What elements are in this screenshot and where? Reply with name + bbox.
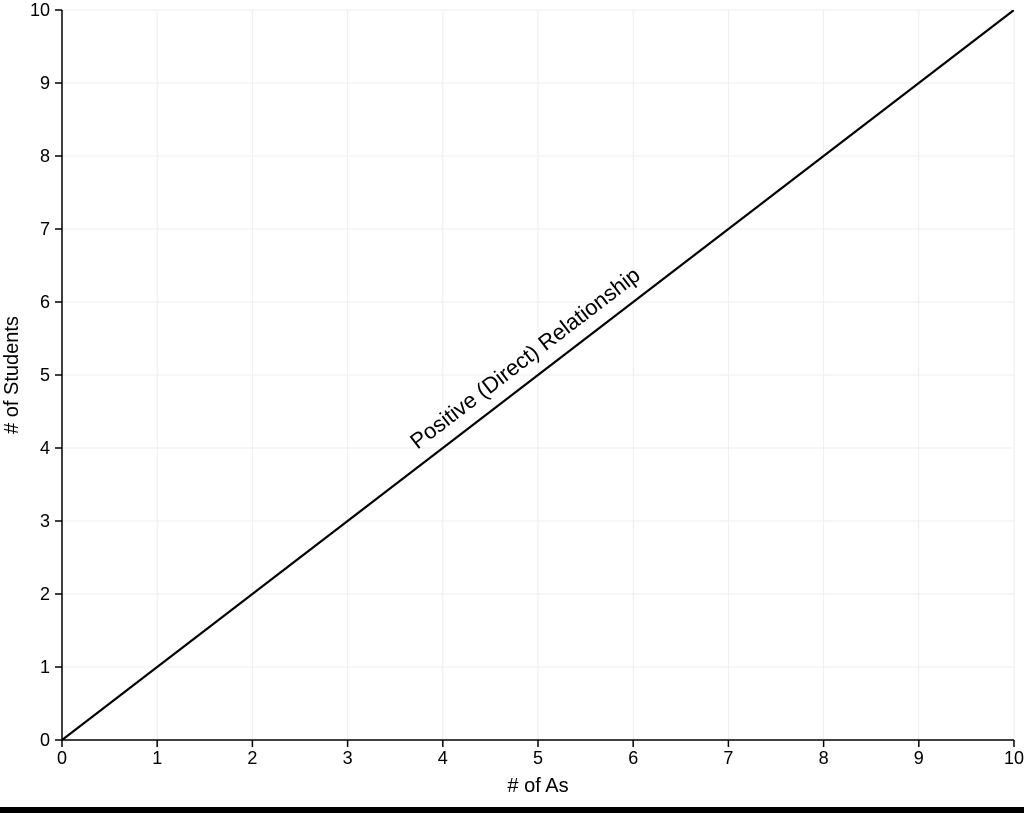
y-tick-label: 5	[40, 365, 50, 385]
y-axis-label: # of Students	[1, 316, 23, 434]
y-tick-label: 4	[40, 438, 50, 458]
x-tick-label: 8	[819, 748, 829, 768]
x-tick-label: 3	[343, 748, 353, 768]
x-tick-label: 0	[57, 748, 67, 768]
y-tick-label: 7	[40, 219, 50, 239]
data-line	[62, 0, 1024, 740]
x-tick-label: 4	[438, 748, 448, 768]
line-annotation: Positive (Direct) Relationship	[405, 262, 644, 454]
x-tick-label: 5	[533, 748, 543, 768]
x-tick-label: 10	[1004, 748, 1024, 768]
y-tick-label: 10	[30, 0, 50, 20]
x-tick-label: 6	[628, 748, 638, 768]
y-tick-label: 9	[40, 73, 50, 93]
y-tick-label: 1	[40, 657, 50, 677]
x-tick-label: 2	[247, 748, 257, 768]
x-tick-label: 9	[914, 748, 924, 768]
x-tick-label: 7	[723, 748, 733, 768]
x-axis-label: # of As	[507, 775, 568, 797]
y-tick-label: 6	[40, 292, 50, 312]
y-tick-label: 8	[40, 146, 50, 166]
y-tick-label: 3	[40, 511, 50, 531]
footer-bar	[0, 807, 1024, 813]
y-tick-label: 2	[40, 584, 50, 604]
line-chart: 0 1 2 3 4 5 6 7 8 9 10 0 1 2 3 4 5 6 7 8 9 10 # of As # of Stud…	[0, 0, 1024, 813]
x-tick-label: 1	[152, 748, 162, 768]
y-tick-label: 0	[40, 730, 50, 750]
chart-container: 0 1 2 3 4 5 6 7 8 9 10 0 1 2 3 4 5 6 7 8 9 10 # of As # of Stud…	[0, 0, 1024, 813]
